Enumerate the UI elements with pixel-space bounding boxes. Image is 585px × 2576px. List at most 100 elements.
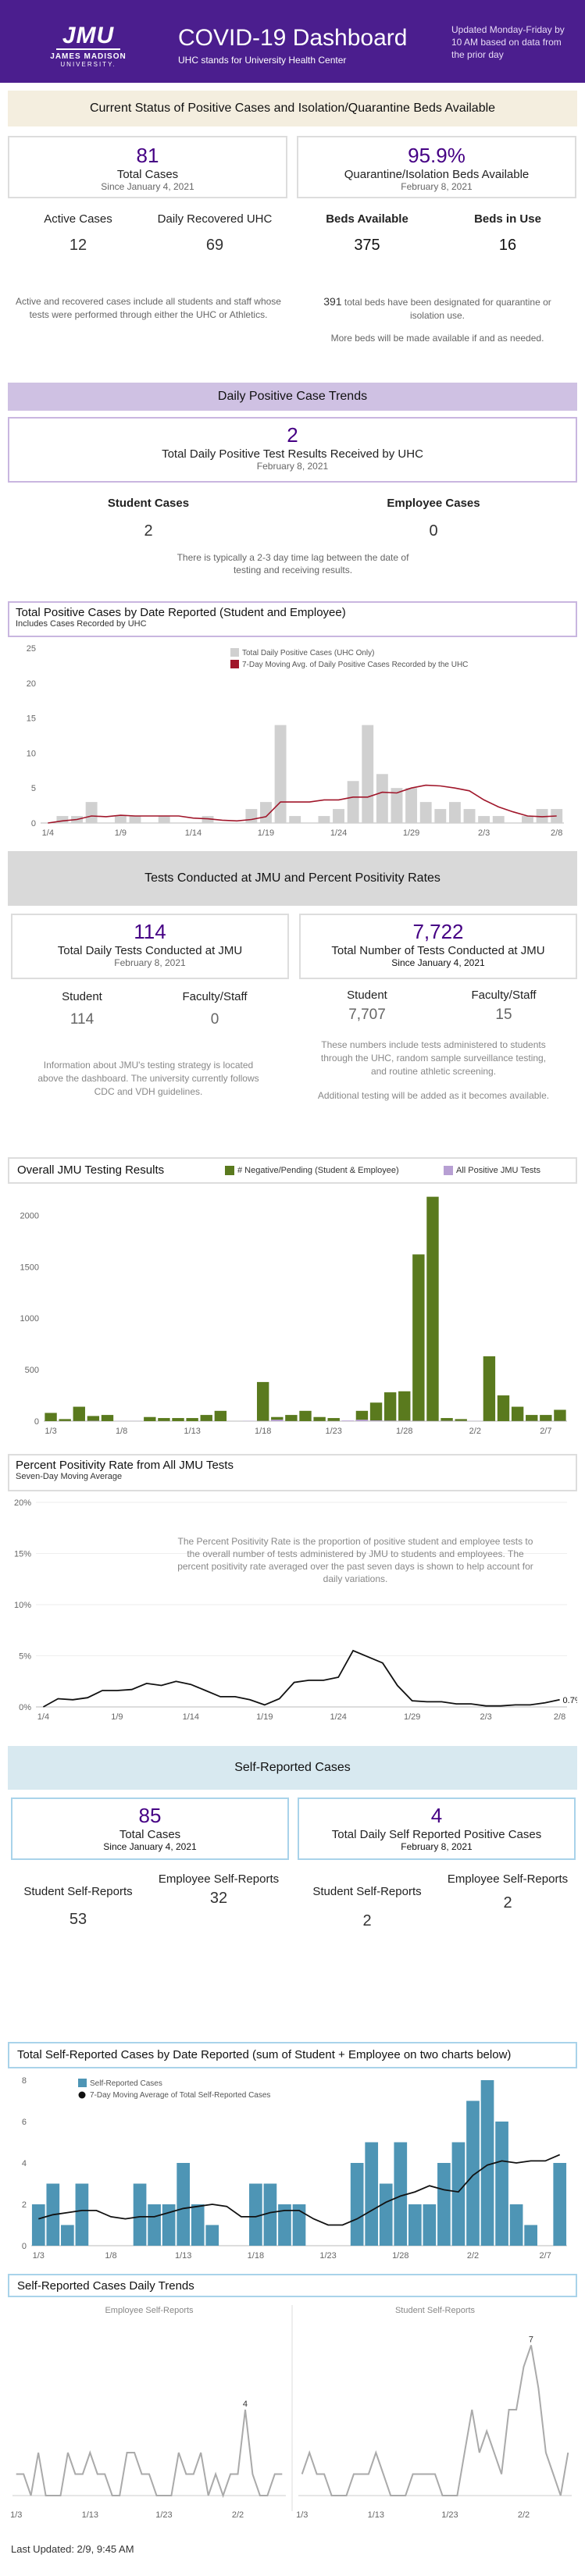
x-tick-label: 1/3 <box>33 2251 45 2261</box>
positive-case-bar <box>419 802 432 823</box>
negative-pending-bar <box>369 1402 383 1421</box>
x-tick-label: 1/23 <box>441 2510 458 2520</box>
x-tick-label: 1/23 <box>319 2251 336 2261</box>
total-student-tests: Student 7,707 <box>316 989 418 1024</box>
y-tick-label: 6 <box>22 2118 27 2127</box>
self-reported-bar <box>205 2225 219 2246</box>
page-title: COVID-19 Dashboard <box>178 25 408 51</box>
positive-case-bar <box>158 816 170 823</box>
self-reported-bar <box>495 2122 508 2246</box>
x-tick-label: 1/8 <box>105 2251 116 2261</box>
positivity-rate-line <box>42 1649 560 1708</box>
page-subtitle: UHC stands for University Health Center <box>178 55 347 66</box>
daily-tests-value: 114 <box>134 920 166 943</box>
positive-case-bar <box>274 725 287 823</box>
testing-results-chart[interactable]: 0 500 1000 1500 2000 1/3 1/8 1/13 1/18 1/23 1/28 2/… <box>8 1187 577 1445</box>
self-total-employee-value: 32 <box>209 1890 228 1907</box>
self-daily-value: 4 <box>430 1804 443 1827</box>
total-cases-value: 81 <box>136 144 159 167</box>
positive-case-bar <box>114 816 127 823</box>
self-reported-trends-chart[interactable]: Employee Self-Reports 4 1/3 1/13 1/23 2/2 Stud… <box>8 2300 577 2522</box>
x-tick-label: 2/7 <box>540 1427 551 1436</box>
negative-pending-bar <box>398 1391 411 1421</box>
self-daily-date: February 8, 2021 <box>401 1841 473 1852</box>
negative-pending-bar <box>200 1415 212 1421</box>
daily-lag-note: There is typically a 2-3 day time lag be… <box>177 552 409 575</box>
total-tests-card: 7,722 Total Number of Tests Conducted at… <box>299 914 577 979</box>
x-tick-label: 2/2 <box>469 1427 481 1436</box>
positive-case-bar <box>202 816 214 823</box>
x-tick-label: 1/28 <box>396 1427 412 1436</box>
peak-label: 4 <box>243 2400 248 2409</box>
positive-case-bar <box>347 781 359 823</box>
self-reported-bar <box>350 2163 364 2246</box>
jmu-logo[interactable]: JMU JAMES MADISON UNIVERSITY. <box>45 23 131 69</box>
self-reported-bar <box>408 2204 422 2246</box>
self-daily-employee: Employee Self-Reports 2 <box>445 1871 570 1912</box>
tests-note-right: These numbers include tests administered… <box>316 1039 551 1103</box>
negative-pending-bar <box>59 1419 71 1421</box>
positive-tests-bar <box>383 1420 397 1421</box>
status-note-left: Active and recovered cases include all s… <box>16 296 281 320</box>
self-total-student-label: Student Self-Reports <box>23 1885 133 1898</box>
legend-neg-swatch <box>225 1166 234 1176</box>
total-faculty-label: Faculty/Staff <box>471 989 537 1002</box>
x-tick-label: 2/2 <box>232 2510 244 2520</box>
daily-tests-label: Total Daily Tests Conducted at JMU <box>57 944 243 957</box>
y-tick-label: 20% <box>14 1498 31 1508</box>
recovered-value: 69 <box>205 237 224 254</box>
total-tests-since: Since January 4, 2021 <box>391 957 485 968</box>
self-total-since: Since January 4, 2021 <box>103 1841 197 1852</box>
positive-case-bar <box>492 816 505 823</box>
self-reported-bar <box>249 2183 262 2246</box>
negative-pending-bar <box>327 1418 340 1421</box>
beds-available-label: Beds Available <box>326 212 408 226</box>
positive-case-bar <box>391 788 403 823</box>
x-tick-label: 1/3 <box>45 1427 56 1436</box>
negative-pending-bar <box>158 1418 170 1421</box>
beds-pct-date: February 8, 2021 <box>401 181 473 192</box>
positive-case-bar <box>56 816 69 823</box>
positivity-rate-chart[interactable]: 0% 5% 10% 15% 20% 1/4 1/9 1/14 1/19 1/24 1/29 2/3 2/… <box>8 1495 577 1737</box>
beds-in-use-stat: Beds in Use 16 <box>441 212 574 255</box>
recovered-stat: Daily Recovered UHC 69 <box>148 212 281 255</box>
self-reported-bar <box>466 2100 480 2246</box>
negative-pending-bar <box>45 1413 57 1421</box>
student-cases-value: 2 <box>144 522 153 540</box>
y-tick-label: 4 <box>22 2159 27 2168</box>
status-section-title: Current Status of Positive Cases and Iso… <box>89 102 496 115</box>
self-reported-chart[interactable]: 0 2 4 6 8 1/3 1/8 1/13 1/18 1/23 1/28 2/2 2/7 Self-Re… <box>8 2071 577 2266</box>
logo-main-text: JMU <box>55 23 121 50</box>
daily-positive-label: Total Daily Positive Test Results Receiv… <box>162 447 423 461</box>
x-tick-label: 1/14 <box>185 828 202 838</box>
positive-case-bar <box>362 725 374 823</box>
self-reported-bar <box>423 2204 437 2246</box>
total-student-value: 7,707 <box>348 1007 386 1023</box>
negative-pending-bar <box>186 1418 198 1421</box>
self-reported-bar <box>524 2225 537 2246</box>
positive-case-bar <box>536 809 548 823</box>
negative-pending-bar <box>313 1416 326 1421</box>
negative-pending-bar <box>426 1196 439 1421</box>
chart4-title-box: Total Self-Reported Cases by Date Report… <box>8 2042 577 2068</box>
self-reported-bar <box>191 2204 205 2246</box>
positive-cases-chart[interactable]: 0 5 10 15 20 25 1/4 1/9 1/14 1/19 1/24 1/29 2/3 2/8 To… <box>8 640 577 847</box>
x-tick-label: 1/18 <box>248 2251 264 2261</box>
self-reported-bar <box>451 2142 466 2246</box>
negative-pending-bar <box>172 1418 184 1421</box>
x-tick-label: 1/8 <box>116 1427 127 1436</box>
self-reported-bar <box>365 2142 379 2246</box>
self-total-label: Total Cases <box>119 1828 181 1841</box>
x-tick-label: 1/23 <box>326 1427 342 1436</box>
y-tick-label: 5% <box>19 1652 31 1662</box>
positive-tests-bar <box>398 1420 411 1421</box>
positive-case-bar <box>522 816 533 823</box>
negative-pending-bar <box>214 1410 227 1421</box>
self-reported-bar <box>553 2163 567 2246</box>
self-daily-label: Total Daily Self Reported Positive Cases <box>331 1828 542 1841</box>
last-updated: Last Updated: 2/9, 9:45 AM <box>11 2543 134 2555</box>
y-tick-label: 0 <box>22 2242 27 2251</box>
total-faculty-value: 15 <box>495 1007 512 1023</box>
self-section-title-band: Self-Reported Cases <box>8 1746 577 1790</box>
employee-cases-label: Employee Cases <box>387 497 480 510</box>
